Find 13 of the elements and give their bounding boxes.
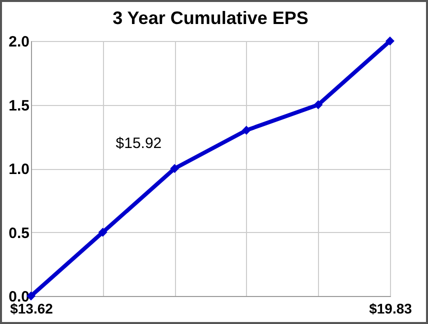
point: [386, 36, 394, 46]
y-tick-label: 1.5: [8, 97, 30, 114]
annotation: $15.92: [116, 135, 162, 152]
point: [170, 164, 180, 173]
y-tick-label: 0.5: [8, 224, 30, 242]
y-tick-label: 2.0: [8, 34, 30, 50]
x-tick-label: $13.62: [10, 300, 54, 316]
y-tick-label: 1.0: [8, 161, 30, 178]
chart-title: 3 Year Cumulative EPS: [112, 8, 308, 28]
x-tick-label: $19.83: [369, 300, 412, 316]
point: [314, 100, 323, 110]
point: [98, 228, 108, 237]
point: [242, 126, 251, 135]
